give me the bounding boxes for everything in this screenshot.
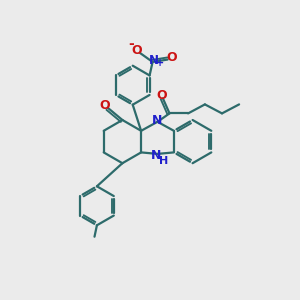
Text: N: N [152,113,162,127]
Text: H: H [160,155,169,166]
Text: O: O [156,89,167,102]
Text: O: O [100,99,110,112]
Text: +: + [156,58,164,68]
Text: N: N [151,148,161,162]
Text: O: O [166,51,176,64]
Text: O: O [131,44,142,57]
Text: N: N [149,54,159,67]
Text: -: - [129,37,134,51]
